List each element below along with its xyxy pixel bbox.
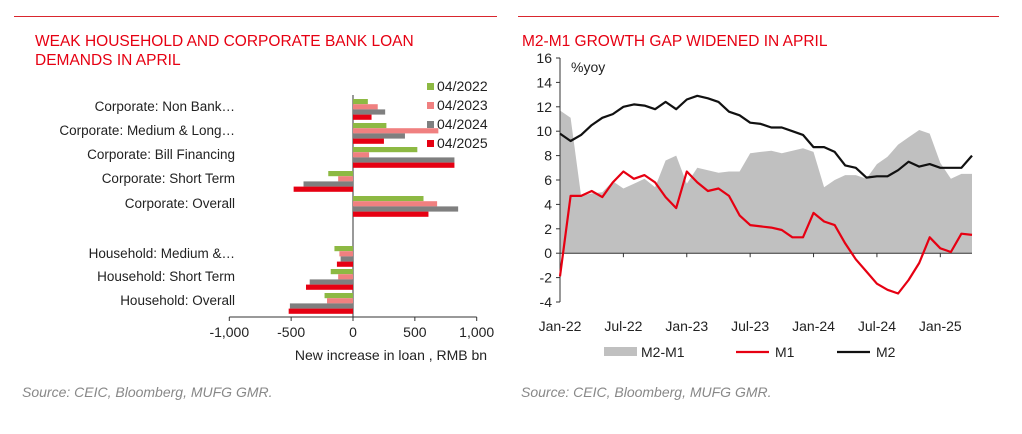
loan-category-label: Corporate: Short Term — [102, 171, 235, 186]
right-title-rule — [518, 16, 999, 17]
loan-bar — [288, 308, 353, 314]
m2-line — [559, 94, 973, 179]
loan-category-label: Household: Medium &… — [89, 246, 235, 261]
right-source-note: Source: CEIC, Bloomberg, MUFG GMR. — [521, 384, 772, 400]
loan-bar — [353, 147, 418, 153]
loan-bar — [338, 274, 353, 280]
loan-bar — [324, 293, 353, 299]
loan-x-tick-label: -1,000 — [209, 324, 249, 340]
loan-legend-swatch — [427, 83, 434, 90]
money-legend-label: M2 — [876, 344, 896, 360]
money-y-unit-label: %yoy — [571, 59, 605, 75]
money-y-tick-label: 16 — [536, 50, 552, 66]
loan-bar — [327, 298, 353, 304]
loan-legend-swatch — [427, 121, 434, 128]
loan-bar — [303, 181, 353, 187]
money-y-tick-label: 2 — [544, 221, 552, 237]
loan-x-tick-label: -500 — [277, 324, 305, 340]
money-x-tick-label: Jan-25 — [919, 318, 962, 334]
money-x-tick-label: Jul-22 — [604, 318, 642, 334]
loan-bar — [328, 171, 353, 177]
money-legend-swatch — [604, 347, 637, 356]
loan-bar — [353, 206, 459, 212]
loan-category-label: Corporate: Overall — [125, 196, 235, 211]
loan-x-axis-label: New increase in loan , RMB bn — [295, 347, 487, 363]
left-title-rule — [14, 16, 497, 17]
loan-bar — [353, 128, 439, 134]
money-y-tick-label: 6 — [544, 172, 552, 188]
loan-bar — [305, 284, 353, 290]
loan-bar — [293, 186, 353, 192]
money-x-tick-label: Jul-24 — [858, 318, 896, 334]
left-chart-title: WEAK HOUSEHOLD AND CORPORATE BANK LOAN D… — [35, 32, 414, 70]
loan-category-label: Corporate: Non Bank… — [95, 99, 235, 114]
money-y-tick-label: 10 — [536, 123, 552, 139]
loan-bar — [353, 201, 438, 207]
loan-bar — [353, 152, 370, 158]
loan-legend-label: 04/2025 — [437, 135, 488, 151]
loan-legend-label: 04/2024 — [437, 116, 488, 132]
money-x-tick-label: Jan-22 — [539, 318, 582, 334]
loan-legend-swatch — [427, 102, 434, 109]
loan-legend-label: 04/2022 — [437, 78, 488, 94]
loan-bar — [353, 211, 429, 217]
loan-category-label: Household: Short Term — [97, 269, 235, 284]
loan-bar — [353, 133, 405, 139]
loan-category-label: Corporate: Medium & Long… — [59, 123, 235, 138]
loan-bar — [353, 114, 372, 120]
loan-bar — [289, 303, 353, 309]
loan-bar — [338, 176, 353, 182]
loan-bar — [353, 196, 424, 202]
loan-bar — [353, 99, 368, 105]
loan-bar — [353, 138, 384, 144]
left-chart-title-line-1: WEAK HOUSEHOLD AND CORPORATE BANK LOAN — [35, 33, 414, 50]
money-y-tick-label: 8 — [544, 148, 552, 164]
loan-bar — [340, 256, 353, 262]
m2-m1-area — [560, 110, 972, 254]
loan-bar — [353, 109, 386, 115]
money-y-tick-label: 4 — [544, 196, 552, 212]
money-legend-label: M2-M1 — [641, 344, 685, 360]
left-source-note: Source: CEIC, Bloomberg, MUFG GMR. — [22, 384, 273, 400]
loan-bar — [309, 279, 353, 285]
loan-bar — [353, 162, 455, 168]
left-chart-title-line-2: DEMANDS IN APRIL — [35, 52, 181, 69]
loan-legend-label: 04/2023 — [437, 97, 488, 113]
m1-line — [558, 170, 973, 295]
loan-bar — [353, 157, 455, 163]
loan-bar — [339, 251, 353, 257]
money-y-tick-label: 12 — [536, 99, 552, 115]
loan-category-label: Corporate: Bill Financing — [87, 147, 235, 162]
loan-x-tick-label: 0 — [349, 324, 357, 340]
loan-bar — [334, 246, 353, 252]
loan-bar — [353, 123, 387, 129]
money-y-tick-label: 0 — [544, 245, 552, 261]
loan-category-label: Household: Overall — [120, 293, 235, 308]
money-x-tick-label: Jul-23 — [731, 318, 769, 334]
loan-legend-swatch — [427, 140, 434, 147]
right-chart-title: M2-M1 GROWTH GAP WIDENED IN APRIL — [522, 33, 828, 50]
loan-x-tick-label: 1,000 — [459, 324, 494, 340]
money-x-tick-label: Jan-24 — [792, 318, 835, 334]
money-x-tick-label: Jan-23 — [665, 318, 708, 334]
loan-bar — [336, 261, 353, 267]
loan-bar — [330, 269, 353, 275]
loan-bar — [353, 104, 378, 110]
loan-x-tick-label: 500 — [403, 324, 427, 340]
money-y-tick-label: -2 — [540, 270, 553, 286]
money-legend-label: M1 — [775, 344, 795, 360]
money-y-tick-label: 14 — [536, 74, 552, 90]
money-y-tick-label: -4 — [540, 294, 553, 310]
